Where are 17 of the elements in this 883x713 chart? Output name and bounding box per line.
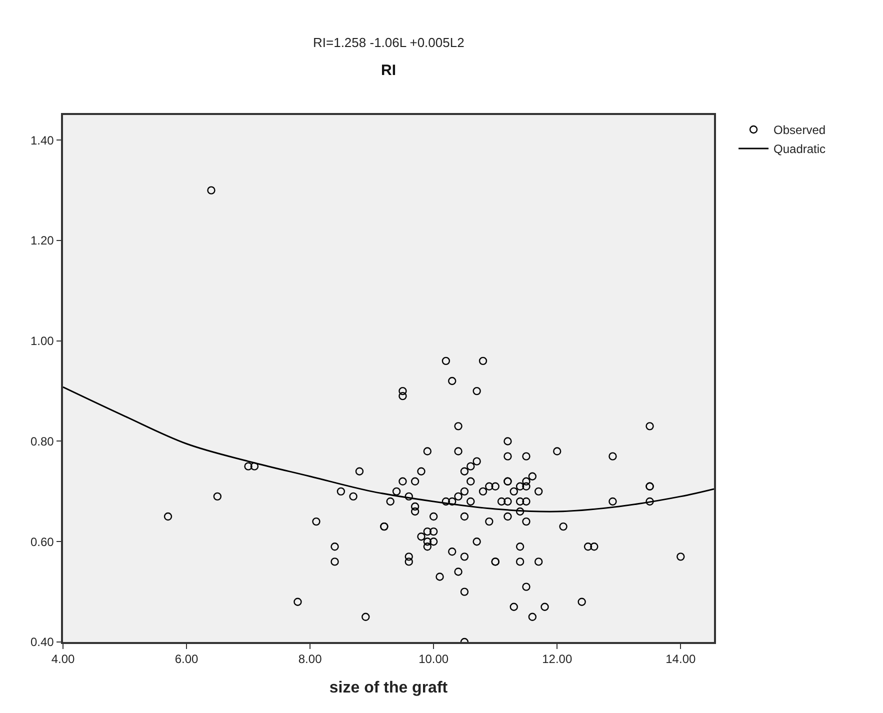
legend-label: Quadratic	[774, 142, 826, 156]
x-axis-title: size of the graft	[329, 679, 448, 696]
y-tick-label: 0.80	[30, 434, 54, 448]
x-tick-label: 6.00	[174, 652, 199, 666]
chart-subtitle: RI=1.258 -1.06L +0.005L2	[313, 35, 464, 50]
x-tick-label: 8.00	[298, 652, 322, 666]
x-tick-label: 10.00	[418, 652, 449, 666]
y-tick-label: 1.00	[30, 334, 54, 348]
chart-title: RI	[381, 62, 396, 79]
x-tick-label: 4.00	[51, 652, 75, 666]
y-tick-label: 1.40	[30, 133, 54, 148]
y-tick-label: 0.60	[30, 534, 54, 549]
y-tick-label: 0.40	[30, 635, 54, 650]
x-tick-label: 12.00	[542, 652, 572, 666]
y-tick-label: 1.20	[30, 234, 54, 248]
x-tick-label: 14.00	[666, 652, 696, 666]
legend-label: Observed	[774, 123, 826, 138]
